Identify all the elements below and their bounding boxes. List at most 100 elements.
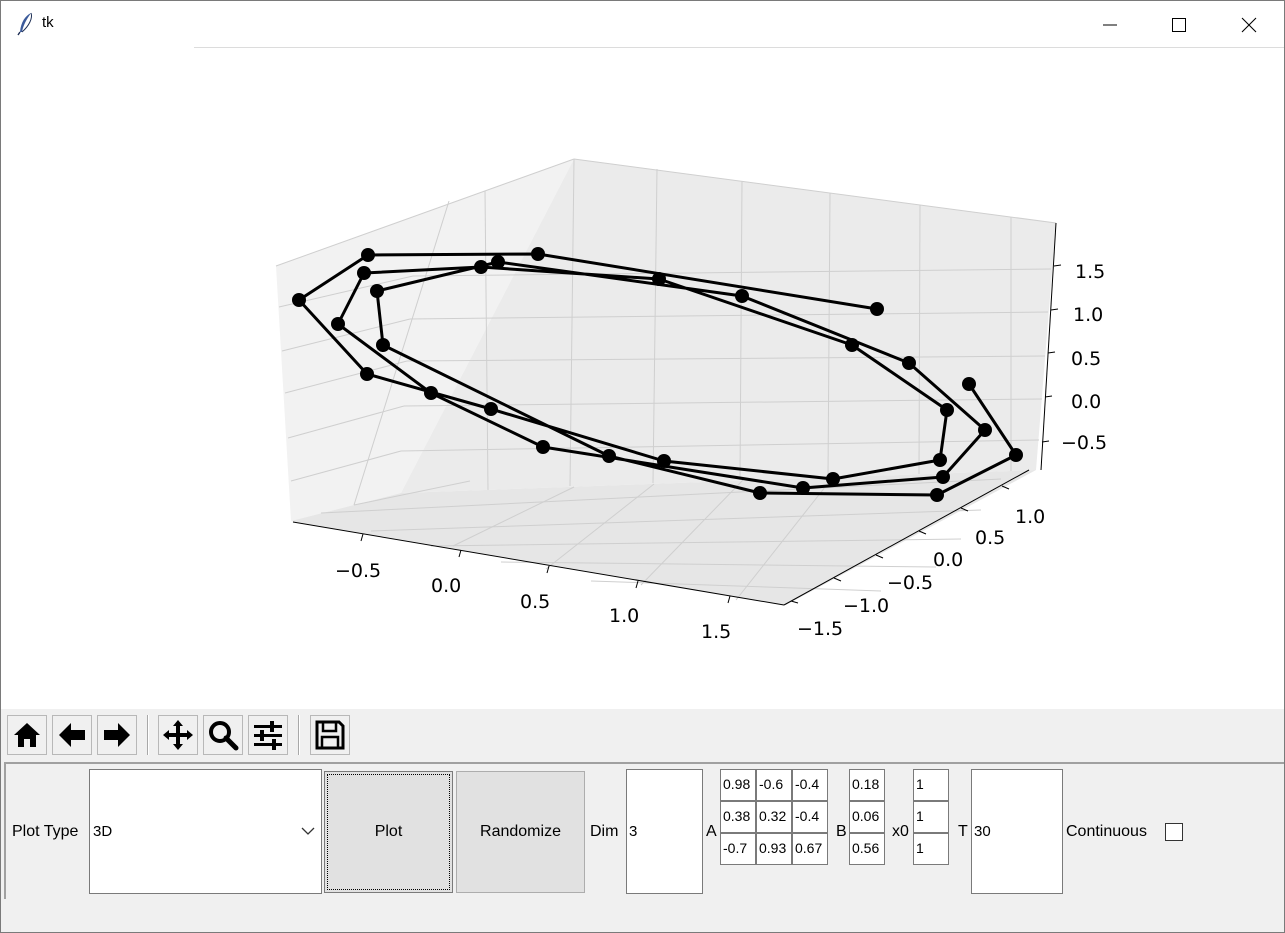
a-matrix-cell[interactable]: -0.6 <box>756 769 792 801</box>
x-tick-label: 0.5 <box>520 591 550 613</box>
zoom-button[interactable] <box>203 715 243 755</box>
feather-icon <box>17 12 32 36</box>
z-tick-label: 1.0 <box>1073 304 1103 326</box>
home-icon <box>14 723 40 747</box>
maximize-icon <box>1172 17 1186 32</box>
continuous-label: Continuous <box>1066 823 1147 840</box>
toolbar-separator <box>147 715 149 755</box>
plot-canvas[interactable]: −0.5 0.0 0.5 1.0 1.5 −1.5 −1.0 −0.5 0.0 … <box>1 48 1284 709</box>
a-matrix-cell[interactable]: -0.7 <box>720 833 756 865</box>
trajectory-point <box>902 356 916 370</box>
plot-type-combobox[interactable]: 3D <box>89 769 322 894</box>
chevron-down-icon <box>301 827 315 835</box>
y-tick-label: −1.5 <box>797 618 843 640</box>
forward-button[interactable] <box>97 715 137 755</box>
a-matrix-cell[interactable]: -0.4 <box>792 769 828 801</box>
x-tick-label: −0.5 <box>335 560 381 582</box>
z-tick-label: 1.5 <box>1075 261 1105 283</box>
y-tick-label: 1.0 <box>1015 506 1045 528</box>
back-pane-left <box>276 159 574 521</box>
close-icon <box>1241 17 1257 32</box>
back-arrow-icon <box>59 723 85 747</box>
configure-subplots-button[interactable] <box>248 715 288 755</box>
trajectory-point <box>474 260 488 274</box>
b-vector-cell[interactable]: 0.56 <box>849 833 885 865</box>
trajectory-point <box>930 488 944 502</box>
a-matrix-cell[interactable]: -0.4 <box>792 801 828 833</box>
x0-label: x0 <box>892 823 909 840</box>
plot-type-label: Plot Type <box>12 823 79 840</box>
plot-button[interactable]: Plot <box>324 771 453 893</box>
a-matrix-label: A <box>706 823 717 840</box>
trajectory-point <box>536 440 550 454</box>
save-button[interactable] <box>310 715 350 755</box>
trajectory-point <box>933 453 947 467</box>
3d-plot: −0.5 0.0 0.5 1.0 1.5 −1.5 −1.0 −0.5 0.0 … <box>275 158 1107 643</box>
t-input[interactable]: 30 <box>971 769 1063 894</box>
z-tick-label: −0.5 <box>1061 432 1107 454</box>
trajectory-point <box>940 403 954 417</box>
trajectory-point <box>531 247 545 261</box>
z-tick-label: 0.5 <box>1071 348 1101 370</box>
trajectory-point <box>292 293 306 307</box>
navigation-toolbar <box>1 709 1284 762</box>
y-tick-label: 0.0 <box>933 549 963 571</box>
a-matrix-cell[interactable]: 0.38 <box>720 801 756 833</box>
trajectory-point <box>1009 448 1023 462</box>
trajectory-point <box>652 272 666 286</box>
plot-type-value: 3D <box>93 823 113 840</box>
trajectory-point <box>331 317 345 331</box>
title-separator <box>194 47 1284 48</box>
dim-input[interactable]: 3 <box>626 769 703 894</box>
a-matrix-cell[interactable]: 0.98 <box>720 769 756 801</box>
trajectory-point <box>962 377 976 391</box>
trajectory-point <box>424 386 438 400</box>
trajectory-point <box>376 338 390 352</box>
floor-pane <box>291 470 1036 605</box>
x0-vector-cell[interactable]: 1 <box>913 769 949 801</box>
z-tick-label: 0.0 <box>1071 391 1101 413</box>
trajectory-point <box>361 248 375 262</box>
trajectory-point <box>491 255 505 269</box>
x0-vector-cell[interactable]: 1 <box>913 833 949 865</box>
x-tick-label: 1.0 <box>609 605 639 627</box>
trajectory-point <box>602 449 616 463</box>
trajectory-point <box>753 486 767 500</box>
maximize-button[interactable] <box>1144 1 1214 48</box>
minimize-icon <box>1103 24 1117 25</box>
x-tick-label: 1.5 <box>701 621 731 643</box>
a-matrix-cell[interactable]: 0.93 <box>756 833 792 865</box>
zoom-icon <box>209 721 239 751</box>
b-vector-cell[interactable]: 0.18 <box>849 769 885 801</box>
trajectory-point <box>796 481 810 495</box>
tick-labels: −0.5 0.0 0.5 1.0 1.5 −1.5 −1.0 −0.5 0.0 … <box>335 261 1107 643</box>
trajectory-point <box>870 302 884 316</box>
pan-button[interactable] <box>158 715 198 755</box>
title-bar: tk <box>1 1 1284 48</box>
y-tick-label: 0.5 <box>975 527 1005 549</box>
home-button[interactable] <box>7 715 47 755</box>
trajectory-point <box>657 454 671 468</box>
b-vector-cell[interactable]: 0.06 <box>849 801 885 833</box>
axis-ticks <box>360 264 1062 604</box>
trajectory-point <box>826 472 840 486</box>
trajectory-point <box>735 289 749 303</box>
toolbar-separator <box>298 715 300 755</box>
trajectory-point <box>936 470 950 484</box>
pan-icon <box>163 720 193 750</box>
continuous-checkbox[interactable] <box>1165 823 1183 841</box>
minimize-button[interactable] <box>1075 1 1145 48</box>
trajectory-point <box>845 338 859 352</box>
randomize-button[interactable]: Randomize <box>456 771 585 893</box>
trajectory-point <box>360 367 374 381</box>
x-tick-label: 0.0 <box>431 575 461 597</box>
close-button[interactable] <box>1214 1 1284 48</box>
dim-label: Dim <box>590 823 619 840</box>
a-matrix-cell[interactable]: 0.67 <box>792 833 828 865</box>
trajectory-point <box>484 402 498 416</box>
x0-vector-cell[interactable]: 1 <box>913 801 949 833</box>
status-bar <box>1 899 1284 932</box>
back-button[interactable] <box>52 715 92 755</box>
a-matrix-cell[interactable]: 0.32 <box>756 801 792 833</box>
